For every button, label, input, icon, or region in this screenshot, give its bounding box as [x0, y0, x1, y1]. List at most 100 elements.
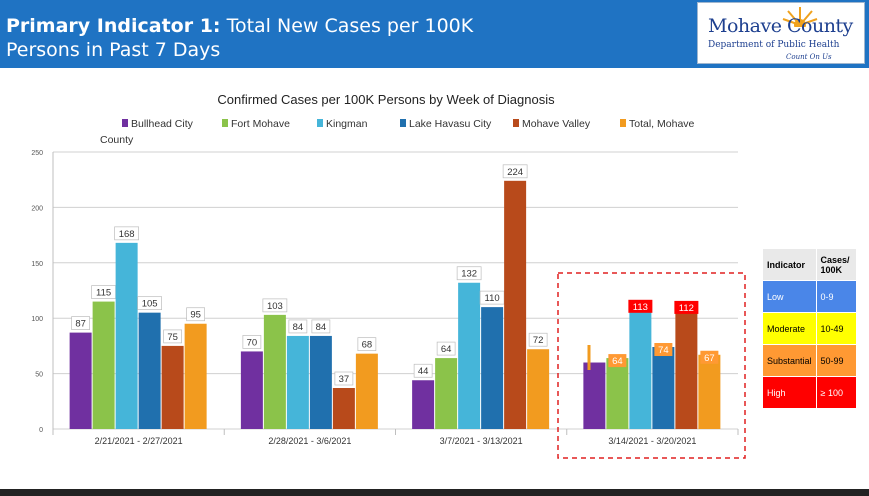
- bar: [240, 351, 263, 429]
- bar: [69, 332, 92, 429]
- bar: [115, 242, 138, 429]
- indicator-level: Substantial: [762, 344, 817, 377]
- data-label: 75: [167, 332, 178, 343]
- data-label-box: [334, 371, 354, 386]
- bar: [481, 307, 504, 429]
- y-tick-label: 100: [31, 316, 43, 323]
- data-label: 64: [612, 356, 623, 367]
- data-label: 64: [441, 344, 452, 355]
- indicator-range: ≥ 100: [815, 376, 858, 409]
- data-label: 87: [75, 319, 86, 330]
- legend-swatch: [400, 119, 406, 127]
- header-banner: Primary Indicator 1: Total New Cases per…: [0, 0, 869, 68]
- bar: [355, 353, 378, 429]
- title-line2: Persons in Past 7 Days: [6, 39, 221, 61]
- county-logo: Mohave County Department of Public Healt…: [697, 2, 865, 64]
- x-tick-label: 3/7/2021 - 3/13/2021: [440, 436, 523, 446]
- indicator-header: Indicator: [762, 248, 817, 281]
- data-label: 70: [247, 337, 258, 348]
- data-label: 44: [418, 366, 429, 377]
- bar: [92, 301, 115, 429]
- data-label: 84: [293, 322, 304, 333]
- x-tick-label: 2/21/2021 - 2/27/2021: [95, 436, 183, 446]
- data-label-box: [357, 337, 377, 352]
- bar: [629, 303, 652, 429]
- data-label: 115: [96, 288, 111, 299]
- data-label: 110: [485, 293, 500, 304]
- indicator-row-substantial: Substantial 50-99: [762, 344, 858, 377]
- y-tick-label: 0: [39, 427, 43, 434]
- legend-swatch: [222, 119, 228, 127]
- data-label-box: [163, 329, 182, 344]
- bar: [527, 349, 550, 429]
- y-tick-label: 50: [35, 372, 43, 379]
- data-label: 37: [339, 374, 350, 385]
- indicator-row-low: Low 0-9: [762, 280, 858, 313]
- logo-tagline: Count On Us: [786, 53, 832, 61]
- bar: [286, 335, 309, 429]
- data-label-box: [114, 226, 139, 241]
- bar: [458, 282, 481, 429]
- legend-label: Lake Havasu City: [409, 118, 492, 130]
- bar-chart: Confirmed Cases per 100K Persons by Week…: [0, 80, 760, 460]
- x-tick-label: 3/14/2021 - 3/20/2021: [608, 436, 696, 446]
- indicator-range: 0-9: [815, 280, 858, 313]
- indicator-row-moderate: Moderate 10-49: [762, 312, 858, 345]
- data-label: 113: [633, 302, 648, 313]
- data-label-box: [262, 298, 288, 313]
- sun-icon: [782, 7, 818, 27]
- indicator-row-high: High ≥ 100: [762, 376, 858, 409]
- legend-swatch: [317, 119, 323, 127]
- cases-header: Cases/ 100K: [815, 248, 858, 281]
- legend-label: Kingman: [326, 118, 368, 130]
- data-label-box: [186, 307, 205, 322]
- bar: [184, 323, 207, 429]
- bar: [698, 354, 721, 429]
- indicator-table: Indicator Cases/ 100K Low 0-9 Moderate 1…: [762, 248, 858, 409]
- indicator-range: 10-49: [815, 312, 858, 345]
- legend-swatch: [620, 119, 626, 127]
- data-label-box: [436, 341, 456, 356]
- data-label-box: [628, 299, 653, 313]
- data-label: 103: [267, 301, 283, 312]
- highlight-box: [557, 272, 746, 459]
- indicator-table-header: Indicator Cases/ 100K: [762, 248, 858, 281]
- data-label: 132: [461, 269, 477, 280]
- legend-label: Fort Mohave: [231, 118, 290, 130]
- bar: [583, 362, 606, 429]
- indicator-range: 50-99: [815, 344, 858, 377]
- bar: [161, 345, 184, 429]
- x-tick-label: 2/28/2021 - 3/6/2021: [268, 436, 351, 446]
- chart-svg: Confirmed Cases per 100K Persons by Week…: [31, 92, 746, 459]
- legend-label: Total, Mohave: [629, 118, 695, 130]
- bar: [606, 358, 629, 429]
- data-label-box: [608, 354, 627, 368]
- bar: [138, 312, 161, 429]
- bar: [435, 358, 458, 429]
- data-label-box: [413, 363, 433, 378]
- data-label: 84: [316, 322, 327, 333]
- legend-label: Bullhead City: [131, 118, 194, 130]
- data-label-box: [71, 316, 90, 330]
- data-label-box: [311, 319, 331, 334]
- data-label: 112: [679, 303, 694, 314]
- data-label-box: [654, 343, 673, 357]
- logo-sub-text: Department of Public Health: [708, 40, 840, 50]
- data-label-box: [137, 296, 162, 311]
- indicator-level: Low: [762, 280, 817, 313]
- legend-label-wrap: County: [100, 134, 134, 146]
- bottom-bar: [0, 489, 869, 496]
- data-label-box: [456, 266, 482, 281]
- data-label: 95: [190, 310, 201, 321]
- bar: [675, 304, 698, 429]
- data-label: 105: [142, 299, 158, 310]
- indicator-level: Moderate: [762, 312, 817, 345]
- data-label-box: [528, 332, 548, 347]
- data-label: 67: [704, 353, 715, 364]
- y-tick-label: 200: [31, 205, 43, 212]
- data-label-box: [288, 319, 308, 334]
- y-tick-label: 150: [31, 261, 43, 268]
- bar: [504, 180, 527, 429]
- data-label: 224: [507, 167, 523, 178]
- data-label-box: [674, 300, 699, 314]
